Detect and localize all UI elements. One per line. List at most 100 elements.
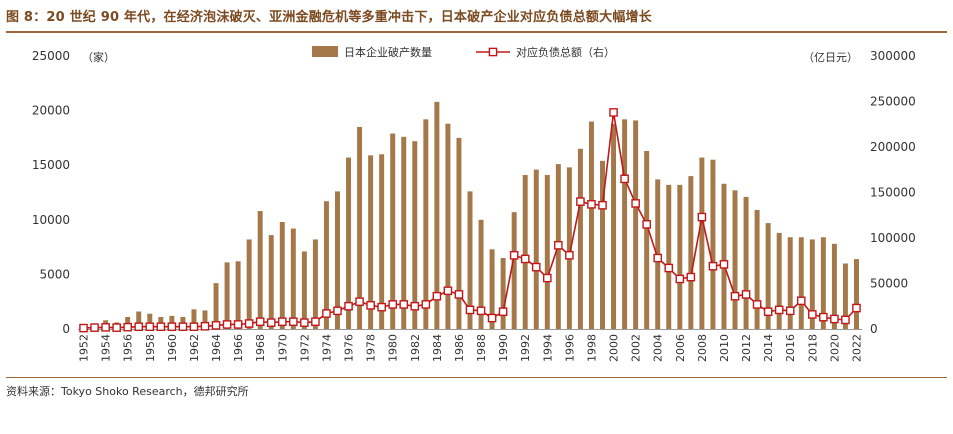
line-series — [79, 108, 861, 333]
right-tick-label: 150000 — [870, 186, 916, 200]
legend-line-marker — [488, 47, 498, 57]
x-tick-label: 2008 — [696, 334, 709, 362]
line-point — [852, 303, 861, 313]
line-point — [631, 199, 640, 208]
x-tick-label: 1994 — [541, 334, 554, 362]
x-tick-label: 1986 — [453, 334, 466, 362]
bar — [511, 212, 517, 329]
x-tick-label: 1980 — [387, 334, 400, 362]
bar — [235, 261, 241, 329]
x-tick-label: 1952 — [78, 334, 91, 362]
line-point — [388, 300, 398, 309]
line-point — [244, 319, 254, 328]
line-point — [200, 321, 210, 331]
left-tick-label: 25000 — [32, 49, 70, 63]
bar — [776, 232, 782, 329]
bar — [853, 259, 859, 329]
line-point — [554, 240, 563, 250]
line-point — [454, 290, 464, 299]
bar — [666, 184, 672, 329]
bar — [489, 249, 495, 329]
bar — [820, 237, 826, 329]
footer-divider — [6, 377, 947, 378]
line-point — [531, 262, 541, 272]
line-point — [156, 322, 166, 332]
bar — [346, 157, 352, 329]
line-point — [708, 261, 718, 271]
line-point — [112, 323, 121, 332]
line-point — [322, 309, 331, 318]
line-point — [355, 297, 364, 307]
line-point — [211, 321, 221, 330]
line-point — [167, 322, 177, 332]
x-tick-label: 2010 — [718, 334, 731, 362]
x-tick-label: 1960 — [166, 334, 179, 362]
bar — [588, 121, 594, 330]
bar — [368, 155, 374, 329]
line-point — [410, 301, 420, 311]
bar — [412, 141, 418, 329]
bar — [290, 228, 296, 329]
bar — [754, 209, 760, 329]
x-tick-label: 1972 — [298, 334, 311, 362]
bar — [401, 136, 407, 329]
bar — [423, 119, 429, 329]
left-tick-label: 15000 — [32, 158, 70, 172]
bar — [577, 148, 583, 329]
bar — [787, 237, 793, 329]
line-point — [289, 317, 298, 327]
x-tick-label: 1978 — [365, 334, 378, 362]
line-point — [123, 322, 132, 332]
bar — [202, 310, 208, 329]
x-tick-label: 2000 — [608, 334, 621, 362]
x-tick-label: 1976 — [343, 334, 356, 362]
line-point — [377, 302, 386, 312]
line-point — [576, 197, 585, 206]
line-point — [432, 291, 442, 301]
line-point — [178, 322, 188, 332]
line-point — [487, 313, 497, 323]
right-tick-label: 200000 — [870, 140, 916, 154]
right-tick-label: 100000 — [870, 231, 916, 245]
x-tick-label: 2018 — [806, 334, 819, 362]
bar — [622, 119, 628, 329]
bar — [390, 133, 396, 329]
line-point — [587, 200, 596, 209]
line-point — [653, 253, 663, 263]
legend: 日本企业破产数量 对应负债总额（右） — [312, 45, 615, 59]
bar — [500, 258, 506, 329]
bar — [765, 223, 771, 329]
line-point — [598, 200, 607, 210]
x-tick-label: 2016 — [784, 334, 797, 362]
x-tick-label: 1990 — [497, 334, 510, 362]
right-tick-label: 0 — [870, 322, 878, 336]
bar — [566, 167, 572, 329]
line-point — [344, 301, 353, 311]
x-tick-label: 1956 — [122, 334, 135, 362]
line-point — [841, 315, 850, 325]
x-tick-label: 1996 — [563, 334, 576, 362]
x-tick-label: 1968 — [254, 334, 267, 362]
x-tick-label: 2014 — [762, 334, 775, 362]
line-point — [421, 300, 431, 309]
x-tick-label: 2004 — [652, 334, 665, 362]
bar — [809, 239, 815, 329]
bar — [213, 283, 219, 329]
line-point — [145, 322, 155, 332]
line-point — [808, 310, 817, 319]
bar — [246, 239, 252, 329]
line-point — [255, 317, 265, 327]
bar — [644, 151, 650, 329]
bar — [268, 235, 274, 329]
bar — [456, 137, 462, 329]
bar — [478, 219, 484, 329]
x-tick-label: 1954 — [100, 334, 113, 362]
x-tick-label: 1962 — [188, 334, 201, 362]
bar — [721, 183, 727, 329]
bar — [191, 309, 197, 329]
bar — [379, 154, 385, 329]
x-tick-label: 1966 — [232, 334, 245, 362]
line-point — [333, 306, 342, 316]
x-tick-label: 2012 — [740, 334, 753, 362]
